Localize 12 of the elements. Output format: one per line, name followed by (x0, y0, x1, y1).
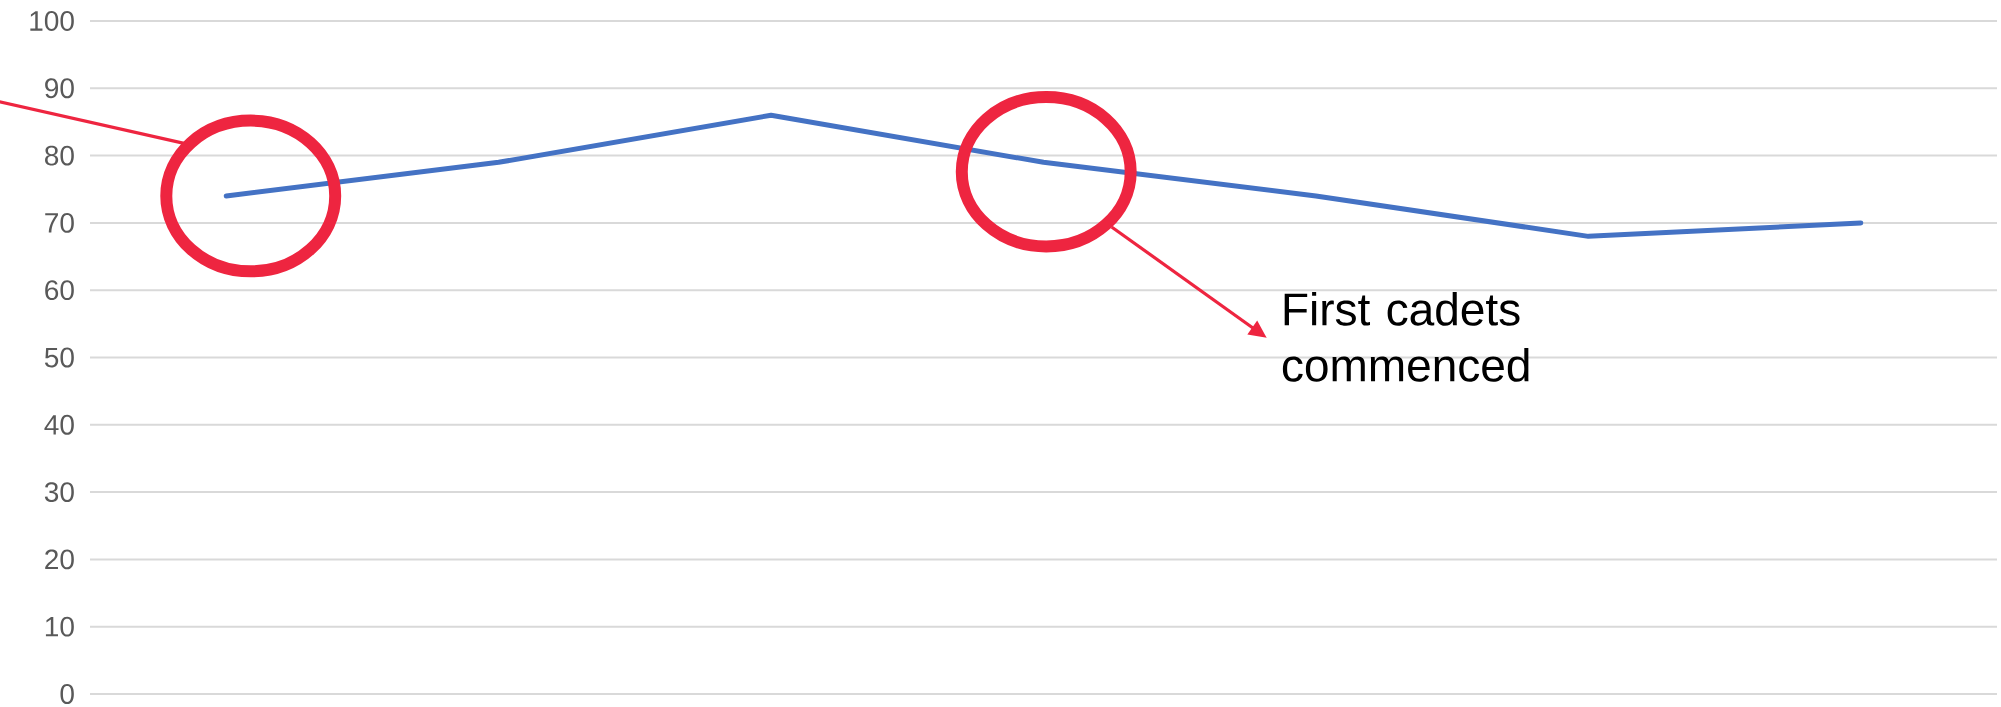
y-tick-label: 60 (45, 280, 74, 301)
y-tick-label: 90 (45, 78, 74, 99)
y-tick-label: 20 (45, 549, 74, 570)
y-tick-label: 40 (44, 414, 74, 435)
y-tick-label: 0 (60, 684, 74, 704)
y-tick-label: 10 (45, 616, 74, 637)
y-tick-label: 80 (45, 145, 74, 166)
y-tick-label: 100 (30, 11, 74, 31)
annotation: First cadets commenced (1282, 291, 1529, 382)
y-tick-label: 50 (44, 347, 74, 368)
y-tick-label: 70 (45, 212, 74, 233)
y-tick-label: 30 (44, 482, 74, 503)
